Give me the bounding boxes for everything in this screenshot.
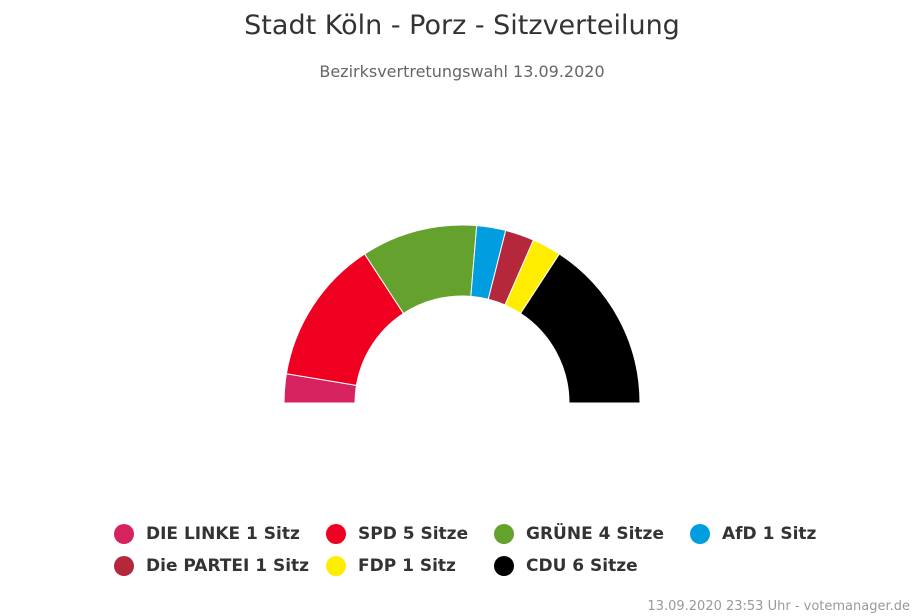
- chart-title: Stadt Köln - Porz - Sitzverteilung: [244, 10, 680, 41]
- legend-label: SPD 5 Sitze: [358, 524, 469, 544]
- legend-dot-icon: [114, 556, 134, 576]
- legend-label: CDU 6 Sitze: [526, 556, 638, 576]
- legend-item[interactable]: Die PARTEI 1 Sitz: [114, 556, 309, 576]
- legend-label: GRÜNE 4 Sitze: [526, 524, 664, 544]
- legend-item[interactable]: CDU 6 Sitze: [494, 556, 638, 576]
- legend-dot-icon: [690, 524, 710, 544]
- legend-label: FDP 1 Sitz: [358, 556, 456, 576]
- legend-label: AfD 1 Sitz: [722, 524, 817, 544]
- legend-item[interactable]: FDP 1 Sitz: [326, 556, 456, 576]
- legend-dot-icon: [114, 524, 134, 544]
- legend-item[interactable]: DIE LINKE 1 Sitz: [114, 524, 300, 544]
- legend-item[interactable]: AfD 1 Sitz: [690, 524, 816, 544]
- legend-item[interactable]: SPD 5 Sitze: [326, 524, 468, 544]
- legend-dot-icon: [326, 556, 346, 576]
- legend-label: DIE LINKE 1 Sitz: [146, 524, 300, 544]
- legend-dot-icon: [326, 524, 346, 544]
- legend-label: Die PARTEI 1 Sitz: [146, 556, 310, 576]
- seat-slice-cdu[interactable]: [519, 253, 641, 404]
- legend-dot-icon: [494, 524, 514, 544]
- legend-dot-icon: [494, 556, 514, 576]
- credits-text[interactable]: 13.09.2020 23:53 Uhr - votemanager.de: [647, 599, 910, 614]
- chart-subtitle: Bezirksvertretungswahl 13.09.2020: [319, 62, 605, 81]
- legend-item[interactable]: GRÜNE 4 Sitze: [494, 524, 664, 544]
